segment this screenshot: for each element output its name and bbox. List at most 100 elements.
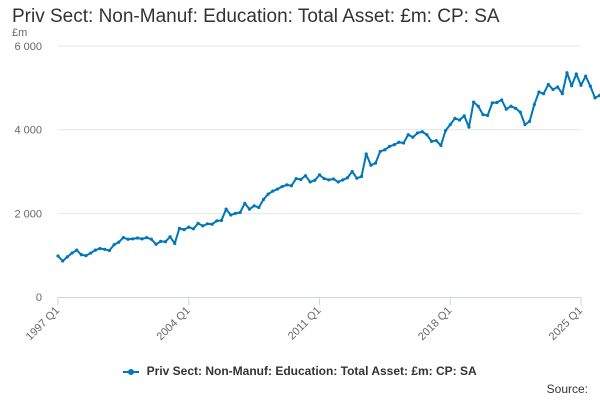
data-point [224, 207, 228, 211]
data-point [93, 248, 97, 252]
data-point [112, 243, 116, 247]
data-point [56, 254, 60, 258]
data-point [252, 204, 256, 208]
data-point [159, 239, 163, 243]
data-point [490, 101, 494, 105]
y-tick-label: 6 000 [14, 41, 42, 53]
data-point [201, 224, 205, 228]
chart-title: Priv Sect: Non-Manuf: Education: Total A… [12, 6, 500, 27]
data-point [131, 237, 135, 241]
data-point [369, 163, 373, 167]
data-point [168, 235, 172, 239]
legend-label: Priv Sect: Non-Manuf: Education: Total A… [146, 364, 477, 378]
data-point [313, 178, 317, 182]
x-tick-label: 2004 Q1 [155, 305, 193, 343]
data-point [210, 222, 214, 226]
data-point [243, 201, 247, 205]
data-point [308, 180, 312, 184]
legend-swatch-icon [123, 367, 140, 377]
data-point [383, 148, 387, 152]
data-point [238, 210, 242, 215]
data-point [289, 184, 294, 188]
data-point [331, 177, 336, 181]
data-point [107, 248, 111, 253]
data-point [89, 251, 93, 255]
data-point [439, 143, 443, 148]
data-point [154, 242, 158, 246]
x-tick-label: 2011 Q1 [286, 305, 324, 343]
data-point [462, 114, 466, 118]
data-point [163, 240, 167, 244]
data-point [579, 83, 583, 87]
data-point [187, 225, 191, 229]
series-line [57, 71, 600, 263]
data-point [500, 98, 504, 102]
data-point [420, 130, 424, 134]
data-point [121, 236, 125, 240]
data-point [415, 131, 420, 135]
data-point [327, 178, 331, 182]
data-point [70, 251, 74, 255]
data-point [448, 123, 452, 127]
data-point [523, 123, 527, 127]
data-point [322, 177, 326, 181]
data-point [542, 92, 546, 96]
data-point [266, 192, 270, 196]
data-point [191, 227, 196, 231]
data-point [257, 205, 261, 210]
data-point [336, 180, 340, 184]
data-point [196, 221, 200, 225]
data-point [247, 207, 252, 211]
data-point [173, 241, 177, 246]
data-point [518, 110, 522, 114]
data-point [486, 113, 490, 118]
data-point [280, 184, 284, 189]
data-point [345, 176, 350, 180]
data-point [476, 104, 480, 108]
data-point [584, 74, 588, 78]
data-point [453, 116, 457, 120]
data-point [411, 135, 415, 139]
data-point [472, 100, 476, 104]
data-point [233, 211, 238, 215]
data-point [574, 72, 578, 76]
data-point [434, 138, 438, 143]
data-point [177, 226, 182, 230]
data-point [219, 218, 224, 223]
data-point [504, 107, 508, 111]
data-point [275, 187, 280, 191]
data-point [401, 141, 406, 145]
data-point [425, 133, 429, 137]
data-point [406, 133, 410, 137]
legend[interactable]: Priv Sect: Non-Manuf: Education: Total A… [0, 364, 600, 378]
data-point [303, 174, 308, 178]
data-point [355, 176, 359, 180]
data-point [443, 128, 448, 133]
data-point [429, 139, 434, 143]
data-point [373, 161, 378, 165]
data-point [556, 85, 560, 89]
y-tick-label: 2 000 [14, 208, 42, 220]
data-point [392, 143, 396, 147]
data-point [537, 90, 541, 94]
y-tick-label: 4 000 [14, 125, 42, 137]
data-point [565, 71, 569, 75]
data-point [509, 104, 513, 108]
data-point [229, 213, 233, 217]
data-point [397, 140, 401, 144]
y-axis-unit-label: £m [12, 27, 27, 39]
data-point [350, 169, 354, 174]
data-point [532, 102, 536, 107]
data-point [481, 113, 485, 117]
data-point [271, 189, 275, 193]
data-point [387, 144, 392, 148]
data-point [593, 96, 597, 100]
x-tick-label: 1997 Q1 [24, 305, 62, 343]
data-point [98, 246, 102, 251]
data-point [205, 222, 210, 226]
data-point [65, 255, 69, 259]
data-point [126, 237, 130, 241]
data-point [378, 149, 382, 154]
